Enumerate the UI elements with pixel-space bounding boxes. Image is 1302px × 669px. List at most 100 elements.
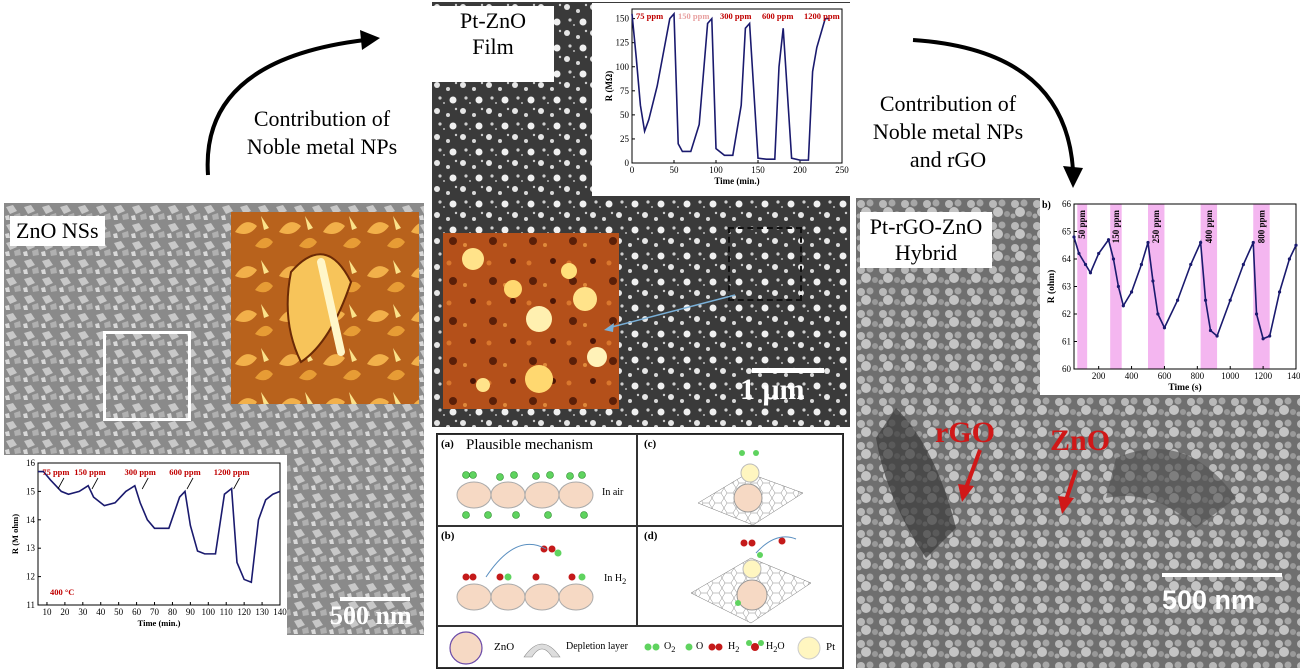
y-tick-label-2: 62 <box>1062 309 1071 319</box>
y-tick-label-2: 13 <box>26 543 36 553</box>
data-point-10 <box>1139 262 1144 267</box>
data-point-3 <box>1088 271 1093 275</box>
mechanism-panel-a: (a) Plausible mechanism In air <box>437 434 637 526</box>
data-point-27 <box>1277 290 1282 294</box>
legend-h2o-sub: 2 <box>773 645 778 654</box>
pt-zno-response-chart: 0 50 100 150 200 250 0 25 50 75 100 125 150 Time (min… <box>592 3 850 196</box>
scale-bar-middle: 1 μm <box>740 368 840 407</box>
y-axis-label: R (MΩ) <box>604 71 614 101</box>
zno-flake-inset <box>231 212 419 404</box>
x-axis-label: Time (s) <box>1168 382 1201 393</box>
highlight-band-3 <box>1200 204 1218 369</box>
series-line <box>1073 236 1297 340</box>
zoom-selection-box <box>103 331 191 421</box>
data-point-13 <box>1156 312 1160 316</box>
ppm-label-0: 50 ppm <box>1077 210 1087 239</box>
pt-rgo-zno-line1: Pt-rGO-ZnO <box>869 214 983 239</box>
scale-bar-middle-label: 1 μm <box>740 373 805 406</box>
ppm-arrow-2 <box>141 477 149 490</box>
x-tick-label-12: 130 <box>255 607 269 617</box>
contribution-left-caption: Contribution of Noble metal NPs <box>222 105 422 161</box>
plot-frame <box>631 8 843 164</box>
highlight-band-2 <box>1148 204 1165 369</box>
x-tick-label-3: 150 <box>751 165 765 175</box>
data-point-9 <box>1129 290 1134 294</box>
y-axis-label: R (M ohm) <box>10 514 20 554</box>
x-tick-label-10: 110 <box>220 607 234 617</box>
ppm-arrow-0 <box>57 477 65 490</box>
data-point-0 <box>1072 235 1076 239</box>
y-tick-label-3: 75 <box>620 86 630 96</box>
scale-bar-right-label: 500 nm <box>1162 585 1256 615</box>
x-axis-label: Time (min.) <box>714 176 759 186</box>
data-point-26 <box>1268 334 1272 338</box>
ppm-label-0: 75 ppm <box>42 467 69 477</box>
legend-o2-sub: 2 <box>671 645 676 654</box>
contrib-right-line1: Contribution of <box>879 91 1017 116</box>
ppm-label-1: 150 ppm <box>678 11 709 21</box>
zoom-connector-arrow <box>604 294 736 332</box>
y-tick-label-5: 125 <box>616 38 630 48</box>
pt-zno-line1: Pt-ZnO <box>460 8 526 33</box>
ppm-label-1: 150 ppm <box>1111 210 1121 244</box>
data-point-2 <box>1083 262 1088 267</box>
x-tick-label-5: 1200 <box>1254 371 1273 381</box>
y-tick-label-5: 65 <box>1062 227 1072 237</box>
highlight-band-1 <box>1110 204 1122 369</box>
legend-o2: O2 <box>664 641 675 654</box>
x-tick-label-4: 200 <box>793 165 807 175</box>
legend-pt: Pt <box>826 641 836 653</box>
pt-zno-film-label: Pt-ZnO Film <box>432 6 554 82</box>
temperature-label: 400 °C <box>50 587 74 597</box>
ppm-label-3: 600 ppm <box>169 467 200 477</box>
data-point-17 <box>1199 240 1203 245</box>
y-tick-label-3: 63 <box>1062 282 1072 292</box>
annotation-arrows <box>958 449 1078 514</box>
scale-bar-left: 500 nm <box>330 597 422 631</box>
dashed-selection-box <box>728 227 802 301</box>
data-point-15 <box>1176 298 1180 302</box>
x-tick-label-6: 70 <box>150 607 160 617</box>
x-tick-label-8: 90 <box>186 607 196 617</box>
right-curved-arrow <box>912 38 1083 188</box>
data-point-4 <box>1097 251 1101 256</box>
x-tick-label-2: 100 <box>709 165 723 175</box>
mechanism-legend: ZnO Depletion layer O2 O H2 H2O Pt <box>437 626 843 668</box>
y-tick-label-0: 60 <box>1062 364 1072 374</box>
data-point-28 <box>1287 257 1292 261</box>
y-tick-label-1: 61 <box>1062 337 1071 347</box>
plausible-mechanism-panel: (a) Plausible mechanism In air (c) <box>436 433 844 669</box>
rgo-annotation: rGO <box>935 416 995 449</box>
y-tick-label-3: 14 <box>26 515 36 525</box>
x-tick-label-1: 20 <box>60 607 70 617</box>
panel-d-label: (d) <box>644 530 658 542</box>
y-tick-label-6: 66 <box>1062 199 1072 209</box>
x-tick-label-1: 400 <box>1125 371 1139 381</box>
x-tick-label-0: 200 <box>1092 371 1106 381</box>
data-point-8 <box>1121 304 1125 308</box>
data-point-16 <box>1189 262 1193 267</box>
data-point-20 <box>1215 334 1219 338</box>
y-tick-label-0: 11 <box>26 600 35 610</box>
x-tick-label-4: 50 <box>114 607 124 617</box>
x-tick-label-2: 30 <box>78 607 88 617</box>
scale-bar-left-label: 500 nm <box>330 601 412 630</box>
data-point-5 <box>1106 238 1111 242</box>
data-point-6 <box>1111 257 1116 261</box>
legend-o2-text: O <box>664 641 672 652</box>
y-tick-label-4: 100 <box>616 62 630 72</box>
ppm-label-0: 75 ppm <box>636 11 663 21</box>
ppm-label-3: 600 ppm <box>762 11 793 21</box>
legend-h2-sub: 2 <box>735 645 740 654</box>
ppm-label-4: 1200 ppm <box>214 467 250 477</box>
ppm-label-2: 300 ppm <box>720 11 751 21</box>
contrib-left-line1: Contribution of <box>253 106 391 131</box>
legend-h2o-tail: O <box>777 641 785 652</box>
x-tick-label-0: 10 <box>42 607 52 617</box>
mechanism-panel-b: (b) In H2 <box>437 526 637 626</box>
pt-rgo-zno-line2: Hybrid <box>894 240 958 265</box>
data-point-18 <box>1203 298 1208 302</box>
x-tick-label-2: 600 <box>1158 371 1172 381</box>
data-point-19 <box>1208 328 1213 333</box>
x-tick-label-1: 50 <box>670 165 680 175</box>
